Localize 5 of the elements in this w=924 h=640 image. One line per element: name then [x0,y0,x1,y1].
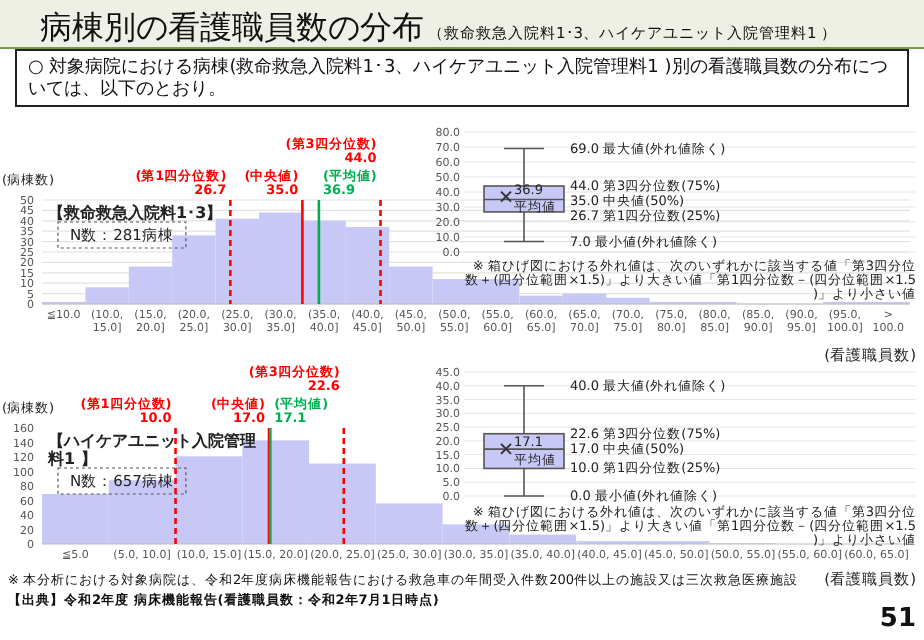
text: ○ 対象病院における病棟(救命救急入院料1･3、ハイケアユニット入院管理料1 )別の看護職員数の分布については、以下のとおり。 [28,56,888,100]
annotation: 【救命救急入院料1･3】 [48,204,223,222]
text: 病棟別の看護職員数の分布 [40,8,424,46]
annotation: 【ハイケアユニット入院管理料1 】 [46,432,256,468]
text: 51 [879,604,916,634]
